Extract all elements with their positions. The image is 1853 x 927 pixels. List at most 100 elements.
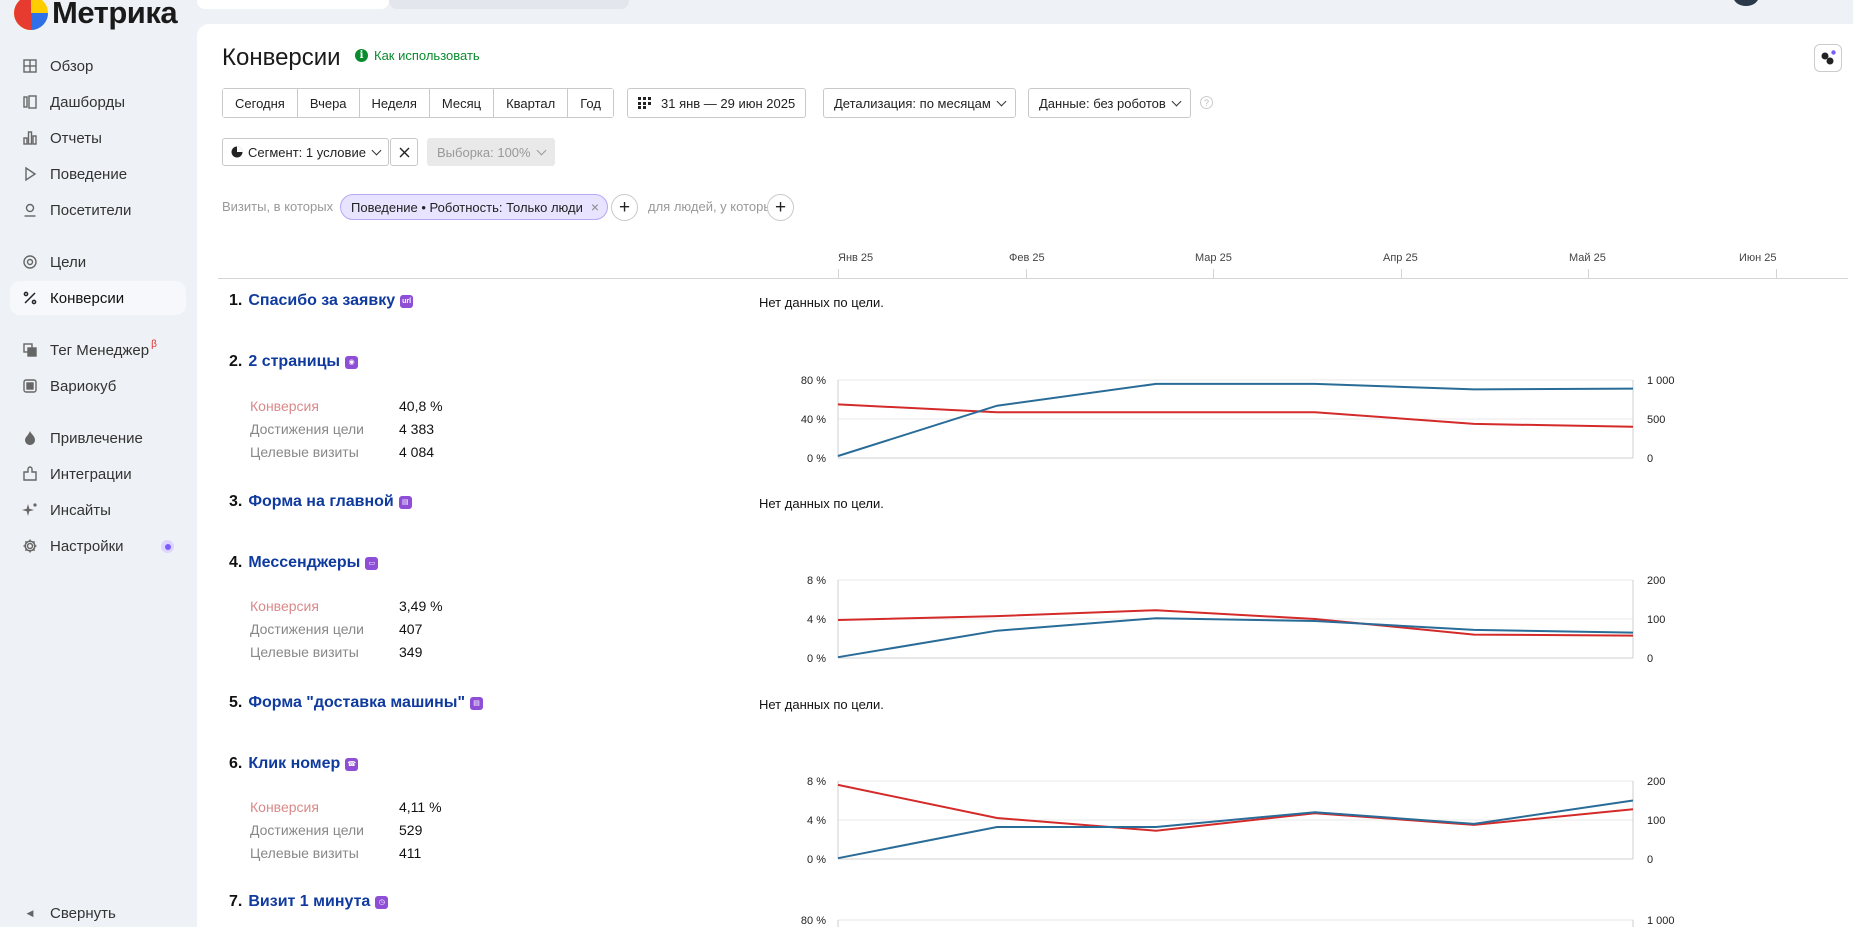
sidebar-item-label: Вариокуб xyxy=(50,377,117,395)
goal-link[interactable]: Форма "доставка машины" xyxy=(248,694,466,711)
target-visits-line xyxy=(837,799,1634,860)
timeline-tick xyxy=(838,269,839,279)
sidebar-item-overview[interactable]: Обзор xyxy=(10,49,186,83)
sidebar-item-tag-manager[interactable]: Тег Менеджер β xyxy=(10,333,186,367)
goal-no-data: Нет данных по цели. xyxy=(759,295,884,310)
conversion-line xyxy=(837,403,1634,428)
chart-tick-right: 100 xyxy=(1647,614,1665,626)
howto-link[interactable]: i Как использовать xyxy=(355,48,480,63)
chart-tick-left: 80 % xyxy=(801,375,826,387)
timeline-month-label: Июн 25 xyxy=(1739,252,1777,264)
goal-title: 7. Визит 1 минута ◷ xyxy=(229,893,389,911)
goal-link[interactable]: 2 страницы xyxy=(248,353,341,370)
detail-dropdown[interactable]: Детализация: по месяцам xyxy=(823,88,1016,118)
sample-dropdown[interactable]: Выборка: 100% xyxy=(427,138,555,166)
close-icon[interactable]: × xyxy=(590,199,600,215)
sidebar-item-settings[interactable]: Настройки xyxy=(10,529,186,563)
timeline-month-label: Мар 25 xyxy=(1195,252,1232,264)
help-icon[interactable]: ? xyxy=(1200,96,1213,109)
add-visit-condition-button[interactable]: + xyxy=(611,194,638,221)
collapse-label: Свернуть xyxy=(50,904,116,922)
period-week-button[interactable]: Неделя xyxy=(359,89,430,117)
goal-title: 2. 2 страницы ◉ xyxy=(229,353,359,371)
goal-link[interactable]: Спасибо за заявку xyxy=(248,292,396,309)
chart-tick-right: 500 xyxy=(1647,414,1665,426)
goal-no-data: Нет данных по цели. xyxy=(759,496,884,511)
target-icon xyxy=(22,254,38,270)
goal-link[interactable]: Мессенджеры xyxy=(248,554,361,571)
data-filter-dropdown[interactable]: Данные: без роботов xyxy=(1028,88,1191,118)
sidebar-item-goals[interactable]: Цели xyxy=(10,245,186,279)
detail-label: Детализация: по месяцам xyxy=(834,95,991,111)
goal-link[interactable]: Форма на главной xyxy=(248,493,394,510)
segment-dropdown[interactable]: Сегмент: 1 условие xyxy=(222,138,389,166)
sidebar-item-label: Тег Менеджер xyxy=(50,341,150,359)
goal-number: 1. xyxy=(229,292,243,309)
metric-reaches-label: Достижения цели xyxy=(250,822,365,838)
browser-tab-active[interactable] xyxy=(197,0,389,9)
timeline-tick xyxy=(1401,269,1402,279)
add-people-condition-button[interactable]: + xyxy=(767,194,794,221)
sidebar-item-label: Отчеты xyxy=(50,129,102,147)
sidebar-collapse-button[interactable]: ◀ Свернуть xyxy=(10,901,186,925)
timeline-tick xyxy=(1588,269,1589,279)
filter-people-text: для людей, у которых xyxy=(648,199,780,214)
period-year-button[interactable]: Год xyxy=(568,89,613,117)
beta-badge: β xyxy=(151,338,157,350)
browser-tab[interactable] xyxy=(389,0,629,9)
chart-tick-right: 1 000 xyxy=(1647,915,1675,927)
goal-chart-2-pages: 0 % 0 40 % 500 80 % 1 000 xyxy=(801,375,1675,465)
chart-tick-left: 4 % xyxy=(807,614,826,626)
chart-tick-left: 40 % xyxy=(801,414,826,426)
metric-visits-value: 4 084 xyxy=(399,444,435,460)
sidebar-item-behavior[interactable]: Поведение xyxy=(10,157,186,191)
sidebar-item-variocube[interactable]: Вариокуб xyxy=(10,369,186,403)
clear-segment-button[interactable] xyxy=(390,138,418,166)
sidebar-item-reports[interactable]: Отчеты xyxy=(10,121,186,155)
goal-title: 3. Форма на главной ▤ xyxy=(229,493,412,511)
period-switcher: Сегодня Вчера Неделя Месяц Квартал Год xyxy=(222,88,614,118)
main-panel: Конверсии i Как использовать Сегодня Вче… xyxy=(197,24,1853,927)
metric-reaches-value: 4 383 xyxy=(399,421,435,437)
chevron-down-icon xyxy=(371,145,382,155)
goal-link[interactable]: Визит 1 минута xyxy=(248,893,371,910)
sidebar-item-dashboards[interactable]: Дашборды xyxy=(10,85,186,119)
timeline-tick xyxy=(1776,269,1777,279)
timeline-tick xyxy=(1026,269,1027,279)
form-icon: ▤ xyxy=(470,696,484,710)
sidebar-item-integrations[interactable]: Интеграции xyxy=(10,457,186,491)
sidebar-item-conversions[interactable]: Конверсии xyxy=(10,281,186,315)
eye-icon: ◉ xyxy=(345,355,359,369)
chart-tick-left: 0 % xyxy=(807,453,826,465)
goal-link[interactable]: Клик номер xyxy=(248,755,341,772)
period-month-button[interactable]: Месяц xyxy=(429,89,495,117)
assistant-button[interactable] xyxy=(1814,44,1842,72)
chevron-down-icon xyxy=(1171,96,1182,106)
period-today-button[interactable]: Сегодня xyxy=(223,89,298,117)
bar-chart-icon xyxy=(22,130,38,146)
chat-icon: ▭ xyxy=(365,556,379,570)
sidebar-item-insights[interactable]: Инсайты xyxy=(10,493,186,527)
date-range-picker[interactable]: 31 янв — 29 июн 2025 xyxy=(627,88,807,118)
metrika-logo[interactable]: Метрика xyxy=(14,0,178,32)
goal-number: 7. xyxy=(229,893,243,910)
sidebar-item-visitors[interactable]: Посетители xyxy=(10,193,186,227)
goal-chart-visit-1-minute: 80 % 1 000 xyxy=(801,915,1675,927)
sidebar-item-label: Посетители xyxy=(50,201,132,219)
period-yesterday-button[interactable]: Вчера xyxy=(297,89,360,117)
sidebar-item-label: Инсайты xyxy=(50,501,111,519)
goal-title: 4. Мессенджеры ▭ xyxy=(229,554,379,572)
chart-tick-left: 0 % xyxy=(807,854,826,866)
avatar[interactable] xyxy=(1733,0,1759,6)
filter-chip[interactable]: Поведение • Роботность: Только люди × xyxy=(340,194,609,220)
metric-conversion-value: 3,49 % xyxy=(399,598,443,614)
timeline-month-label: Май 25 xyxy=(1569,252,1606,264)
period-quarter-button[interactable]: Квартал xyxy=(494,89,569,117)
metric-visits-label: Целевые визиты xyxy=(250,845,359,861)
sidebar: Метрика Обзор Дашборды Отчеты Поведение … xyxy=(0,0,197,927)
chart-tick-left: 8 % xyxy=(807,776,826,788)
chart-tick-right: 100 xyxy=(1647,815,1665,827)
timeline-month-label: Янв 25 xyxy=(838,252,874,264)
play-icon xyxy=(22,166,38,182)
sidebar-item-acquisition[interactable]: Привлечение xyxy=(10,421,186,455)
